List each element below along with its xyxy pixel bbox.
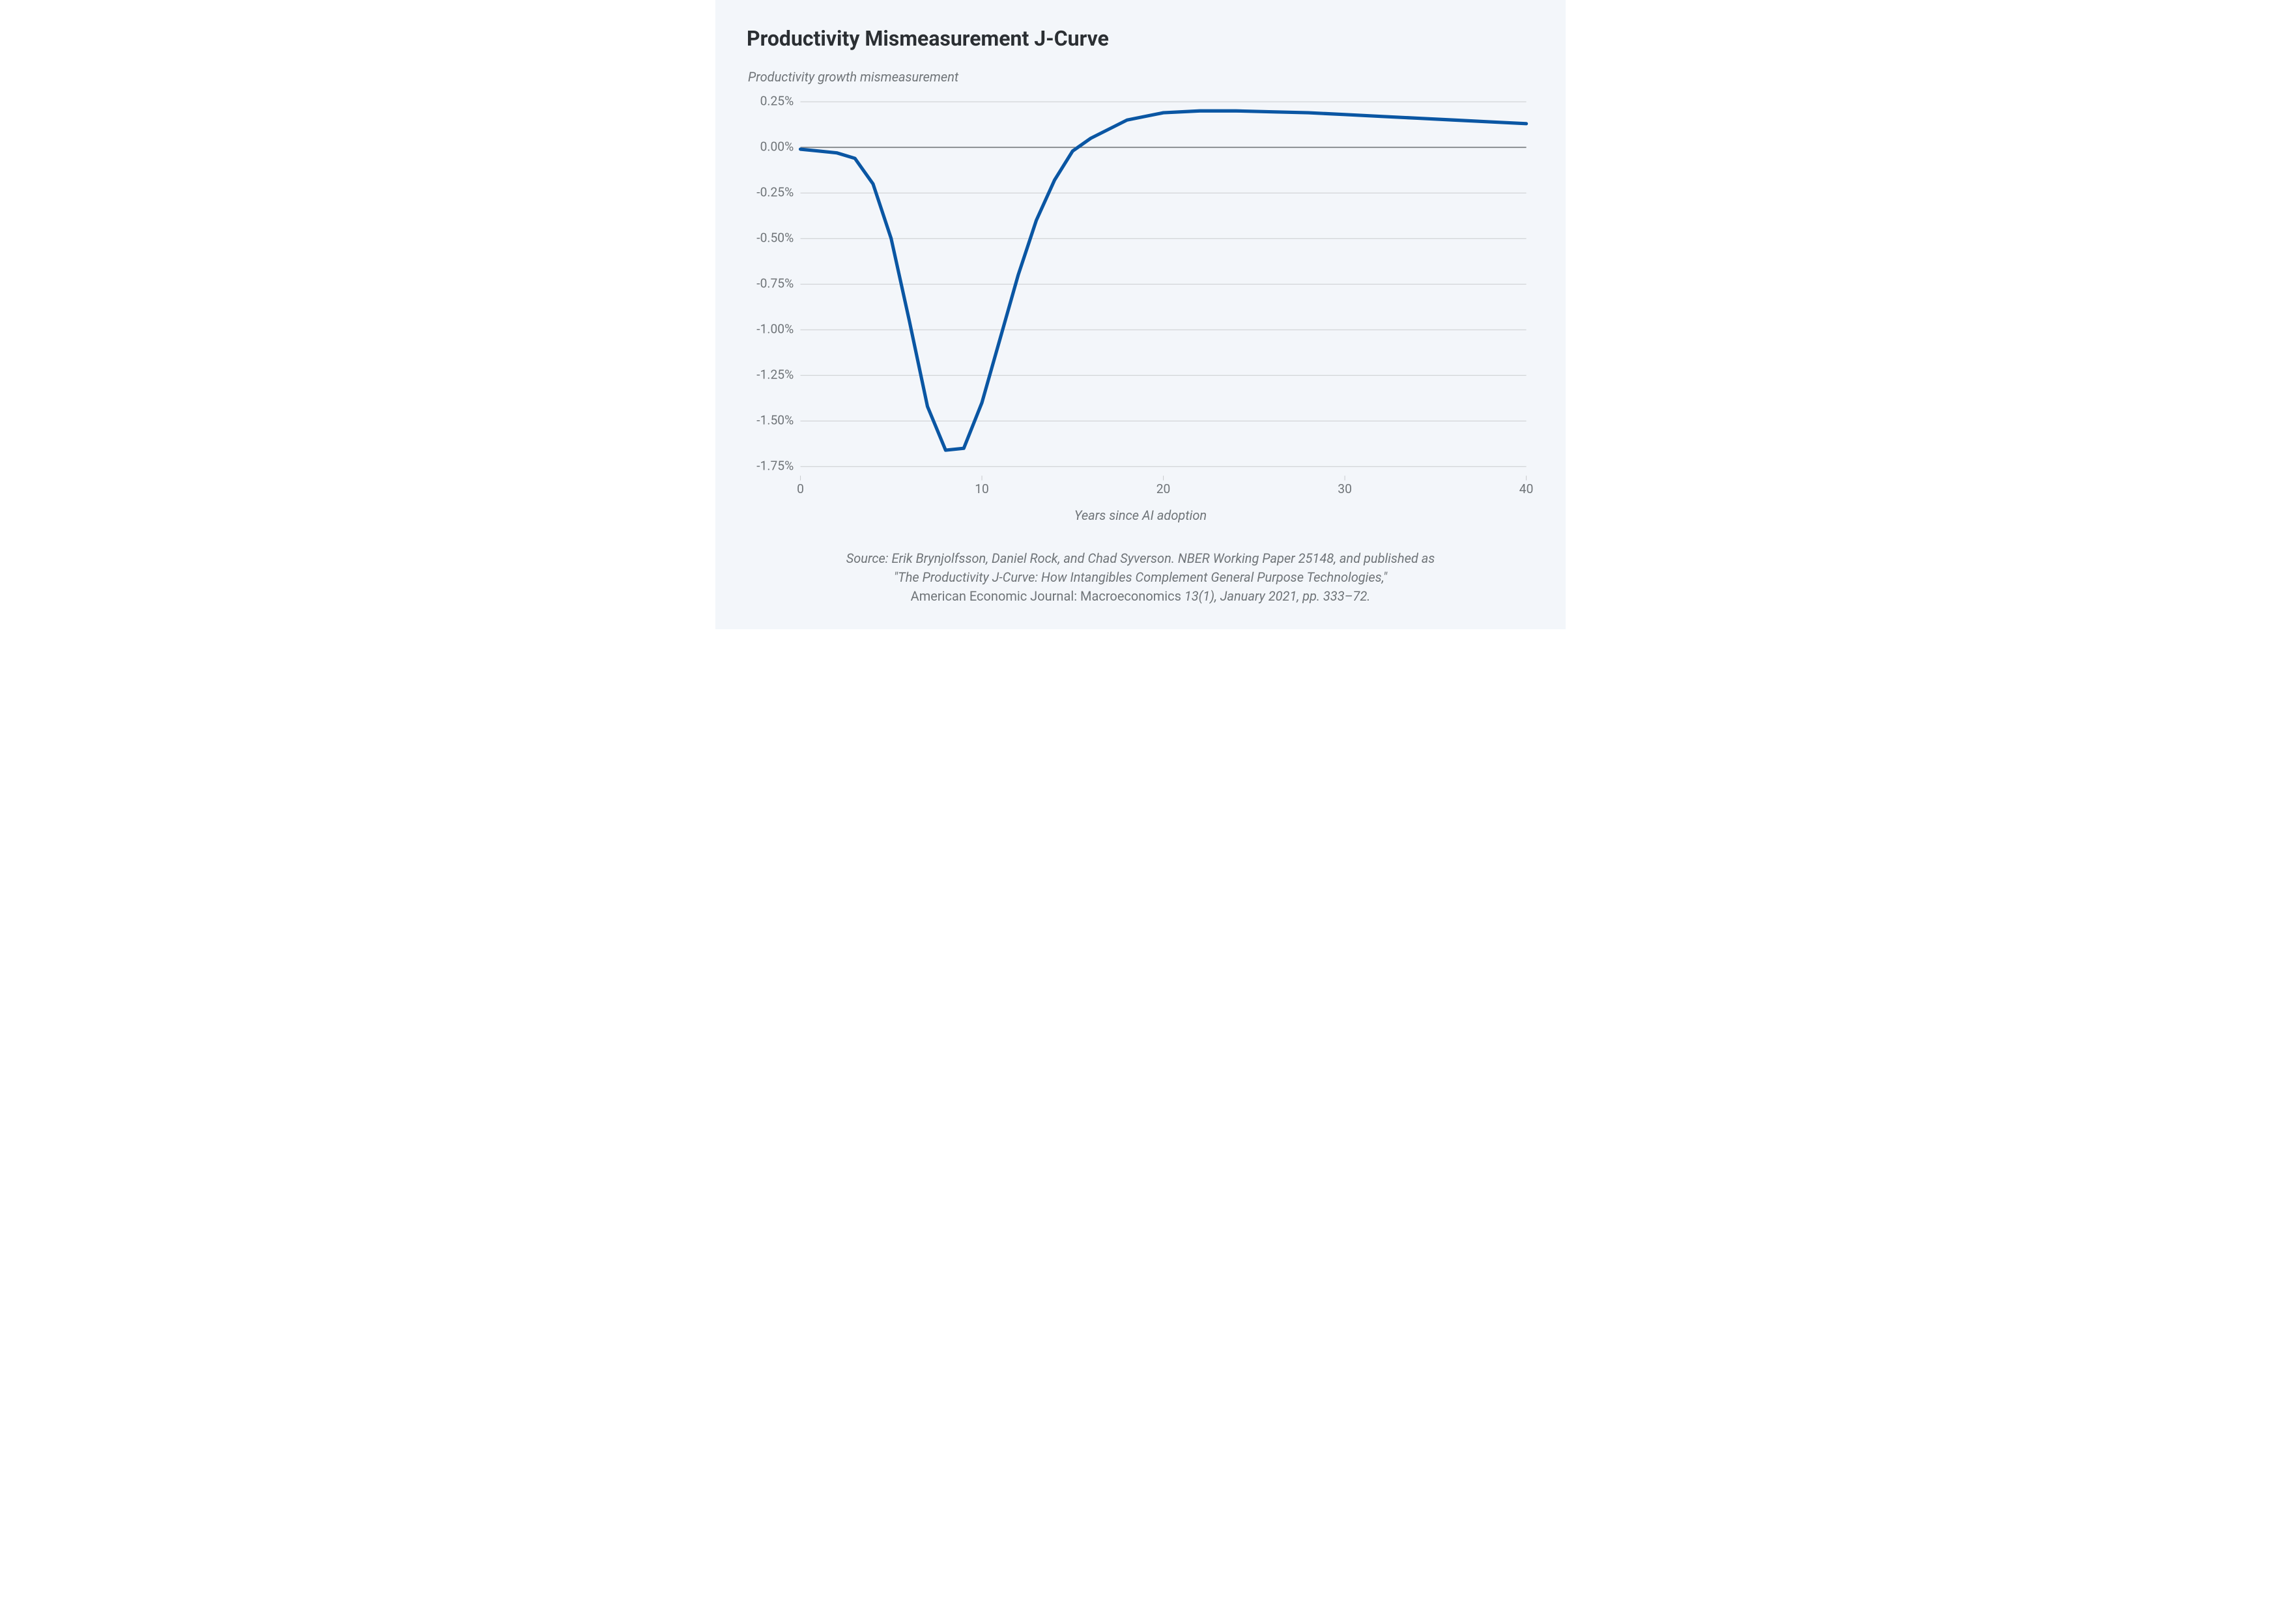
x-tick-label: 0: [797, 481, 804, 496]
x-axis-title: Years since AI adoption: [747, 507, 1534, 523]
y-tick-label: -1.25%: [756, 367, 794, 382]
chart-card: Productivity Mismeasurement J-Curve Prod…: [715, 0, 1566, 629]
source-line-1-text: Erik Brynjolfsson, Daniel Rock, and Chad…: [892, 550, 1435, 566]
source-citation: Source: Erik Brynjolfsson, Daniel Rock, …: [747, 549, 1534, 606]
y-tick-label: 0.25%: [760, 93, 794, 108]
y-tick-label: 0.00%: [760, 139, 794, 154]
y-tick-label: -1.75%: [756, 458, 794, 473]
x-tick-label: 20: [1156, 481, 1171, 496]
y-tick-label: -0.50%: [756, 230, 794, 245]
y-tick-label: -1.00%: [756, 321, 794, 336]
line-chart-svg: 0.25% 0.00% -0.25% -0.50% -0.75% -1.00% -1.25%…: [747, 87, 1534, 500]
x-tick-label: 10: [975, 481, 989, 496]
series-line-mismeasurement: [801, 111, 1527, 450]
y-tick-label: -0.25%: [756, 184, 794, 199]
source-line-1: Source: Erik Brynjolfsson, Daniel Rock, …: [747, 549, 1534, 568]
y-tick-label: -1.50%: [756, 412, 794, 427]
source-line-2: "The Productivity J-Curve: How Intangibl…: [747, 568, 1534, 587]
source-line-3: American Economic Journal: Macroeconomic…: [747, 587, 1534, 606]
y-tick-label: -0.75%: [756, 276, 794, 291]
source-journal: American Economic Journal: Macroeconomic…: [911, 588, 1181, 604]
source-line-3-rest: 13(1), January 2021, pp. 333–72.: [1181, 588, 1370, 604]
source-prefix: Source:: [846, 550, 892, 566]
y-axis-title: Productivity growth mismeasurement: [748, 69, 1534, 85]
chart-plot-area: 0.25% 0.00% -0.25% -0.50% -0.75% -1.00% -1.25%…: [747, 87, 1534, 500]
x-tick-label: 40: [1519, 481, 1534, 496]
x-tick-label: 30: [1338, 481, 1352, 496]
chart-title: Productivity Mismeasurement J-Curve: [747, 26, 1534, 51]
